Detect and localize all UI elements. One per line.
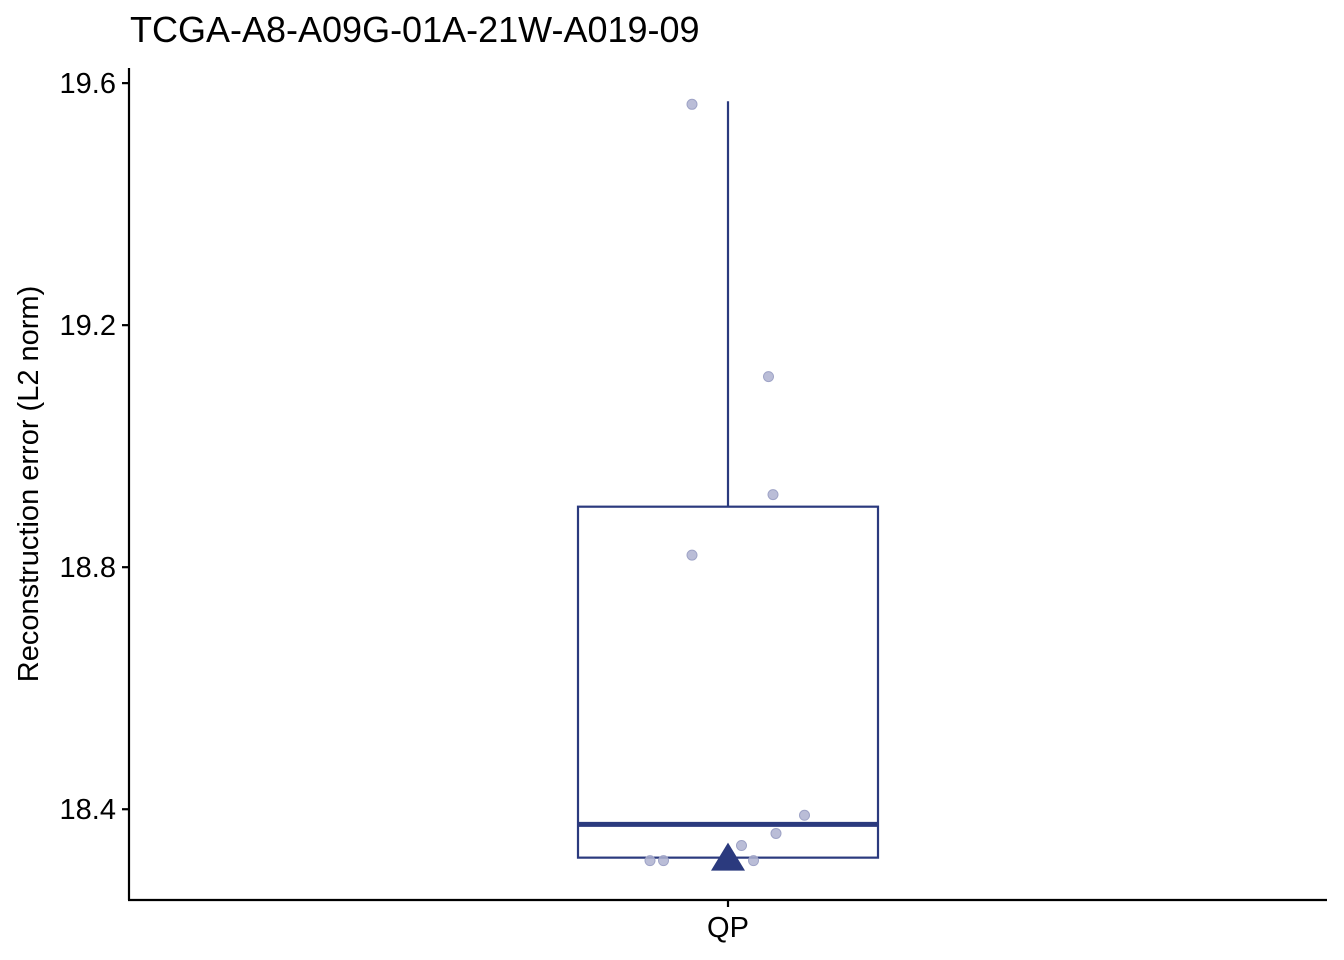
data-point: [736, 840, 747, 852]
data-point: [767, 489, 779, 501]
data-point: [686, 98, 698, 110]
mean-marker: [711, 842, 745, 871]
box-iqr: [576, 505, 880, 859]
y-tick-label: 18.4: [60, 794, 116, 826]
data-point: [658, 855, 669, 867]
data-point: [686, 549, 698, 561]
y-tick-label: 19.2: [60, 310, 116, 342]
y-tick-label: 19.6: [60, 68, 116, 100]
x-axis: QP: [128, 898, 1327, 944]
chart-title: TCGA-A8-A09G-01A-21W-A019-09: [130, 9, 700, 50]
data-point: [748, 855, 759, 867]
data-point: [799, 809, 810, 821]
x-ticks: QP: [707, 900, 749, 944]
data-point: [770, 827, 782, 839]
x-tick-label: QP: [707, 912, 749, 944]
data-point: [763, 371, 774, 383]
y-tick-label: 18.8: [60, 552, 116, 584]
data-point: [644, 855, 656, 867]
y-ticks: 18.4 18.8 19.2 19.6: [60, 68, 129, 826]
y-axis: 18.4 18.8 19.2 19.6: [60, 68, 131, 900]
plot-area: [576, 98, 880, 871]
y-axis-title: Reconstruction error (L2 norm): [13, 286, 45, 682]
